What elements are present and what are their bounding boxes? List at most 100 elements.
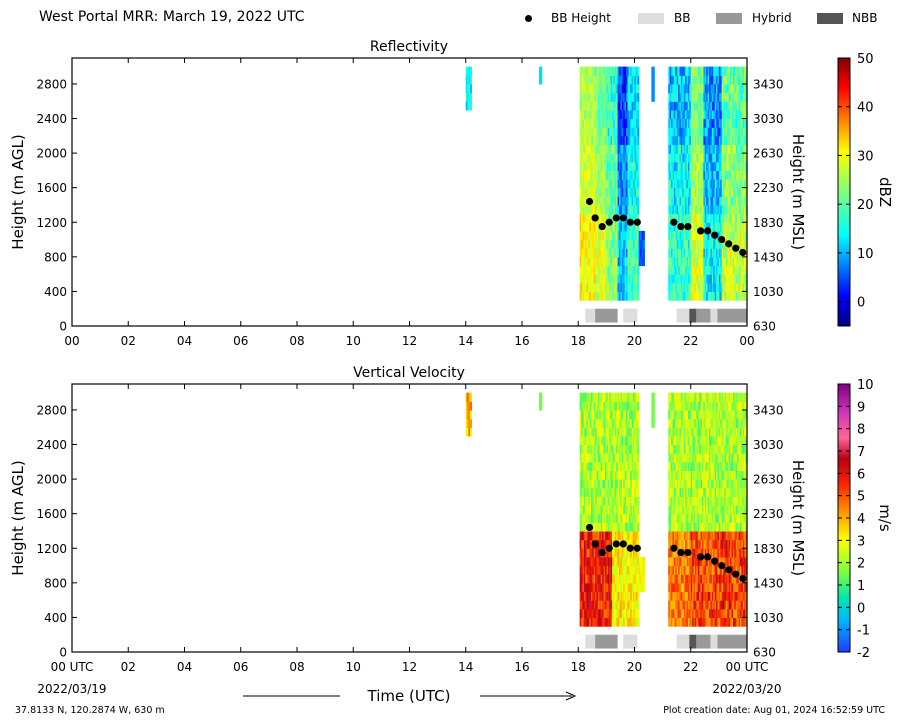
heatmap-cell (620, 75, 623, 85)
heatmap-cell (690, 435, 693, 446)
heatmap-cell (694, 530, 697, 541)
heatmap-cell (716, 274, 719, 284)
heatmap-cell (638, 582, 641, 593)
heatmap-cell (704, 548, 707, 558)
heatmap-cell (635, 565, 638, 575)
heatmap-cell (694, 582, 697, 593)
heatmap-cell (614, 127, 617, 137)
heatmap-cell (613, 196, 616, 206)
heatmap-cell (619, 496, 622, 506)
heatmap-cell (707, 479, 710, 489)
heatmap-cell (713, 496, 716, 506)
heatmap-cell (699, 144, 702, 154)
heatmap-cell (717, 392, 720, 402)
heatmap-cell (634, 522, 637, 532)
heatmap-cell (672, 179, 675, 189)
heatmap-cell (623, 453, 626, 463)
heatmap-cell (628, 427, 631, 437)
heatmap-cell (597, 92, 600, 102)
heatmap-cell (709, 418, 712, 428)
heatmap-cell (675, 401, 678, 411)
heatmap-cell (624, 530, 627, 541)
heatmap-cell (703, 230, 706, 241)
heatmap-cell (675, 222, 678, 232)
heatmap-cell (693, 248, 696, 258)
heatmap-cell (628, 282, 631, 293)
heatmap-cell (604, 179, 607, 189)
heatmap-cell (631, 213, 634, 223)
heatmap-cell (717, 161, 720, 171)
heatmap-cell (600, 135, 603, 146)
heatmap-cell (680, 608, 683, 619)
heatmap-cell (619, 83, 622, 94)
heatmap-cell (671, 444, 674, 454)
heatmap-cell (596, 548, 599, 558)
heatmap-cell (634, 600, 637, 610)
heatmap-cell (710, 161, 713, 171)
heatmap-cell (668, 118, 671, 128)
heatmap-cell (744, 66, 747, 76)
heatmap-cell (612, 282, 615, 293)
heatmap-cell (634, 204, 637, 215)
heatmap-cell (725, 196, 728, 206)
heatmap-cell (683, 487, 686, 497)
heatmap-cell (606, 513, 609, 523)
heatmap-cell (627, 101, 630, 111)
heatmap-cell (721, 291, 724, 301)
heatmap-cell (590, 444, 593, 454)
heatmap-cell (626, 135, 629, 146)
heatmap-cell (720, 196, 723, 206)
heatmap-cell (724, 196, 727, 206)
heatmap-cell (600, 582, 603, 593)
heatmap-cell (583, 127, 586, 137)
heatmap-cell (685, 170, 688, 180)
heatmap-cell (682, 75, 685, 85)
heatmap-cell (626, 161, 629, 171)
heatmap-cell (631, 392, 634, 402)
heatmap-cell (718, 230, 721, 241)
heatmap-cell (600, 600, 603, 610)
heatmap-cell (595, 256, 598, 267)
heatmap-cell (583, 265, 586, 275)
heatmap-cell (633, 522, 636, 532)
heatmap-cell (709, 539, 712, 549)
y-right-tick-label: 1030 (753, 285, 784, 299)
heatmap-cell (604, 392, 607, 402)
heatmap-cell (612, 118, 615, 128)
heatmap-cell (596, 496, 599, 506)
heatmap-cell (641, 582, 644, 593)
heatmap-cell (599, 291, 602, 301)
heatmap-cell (637, 505, 640, 515)
heatmap-cell (627, 418, 630, 428)
heatmap-cell (673, 392, 676, 402)
heatmap-cell (626, 435, 629, 446)
heatmap-cell (716, 444, 719, 454)
heatmap-cell (579, 513, 582, 523)
heatmap-cell (685, 239, 688, 249)
heatmap-cell (607, 153, 610, 163)
heatmap-cell (731, 83, 734, 94)
heatmap-cell (621, 505, 624, 515)
heatmap-cell (669, 617, 672, 627)
heatmap-cell (583, 392, 586, 402)
heatmap-cell (612, 101, 615, 111)
heatmap-cell (673, 66, 676, 76)
heatmap-cell (700, 230, 703, 241)
heatmap-cell (600, 513, 603, 523)
heatmap-cell (713, 187, 716, 197)
heatmap-cell (693, 418, 696, 428)
heatmap-cell (739, 213, 742, 223)
heatmap-cell (579, 427, 582, 437)
heatmap-cell (602, 118, 605, 128)
heatmap-cell (607, 591, 610, 601)
heatmap-cell (700, 582, 703, 593)
heatmap-cell (593, 222, 596, 232)
heatmap-cell (579, 222, 582, 232)
heatmap-cell (739, 127, 742, 137)
heatmap-cell (624, 409, 627, 420)
heatmap-cell (732, 83, 735, 94)
heatmap-cell (616, 401, 619, 411)
heatmap-cell (624, 574, 627, 584)
panel-title: Reflectivity (370, 39, 448, 55)
vertical-velocity-panel: Vertical Velocity 0400800120016002000240… (9, 365, 894, 696)
